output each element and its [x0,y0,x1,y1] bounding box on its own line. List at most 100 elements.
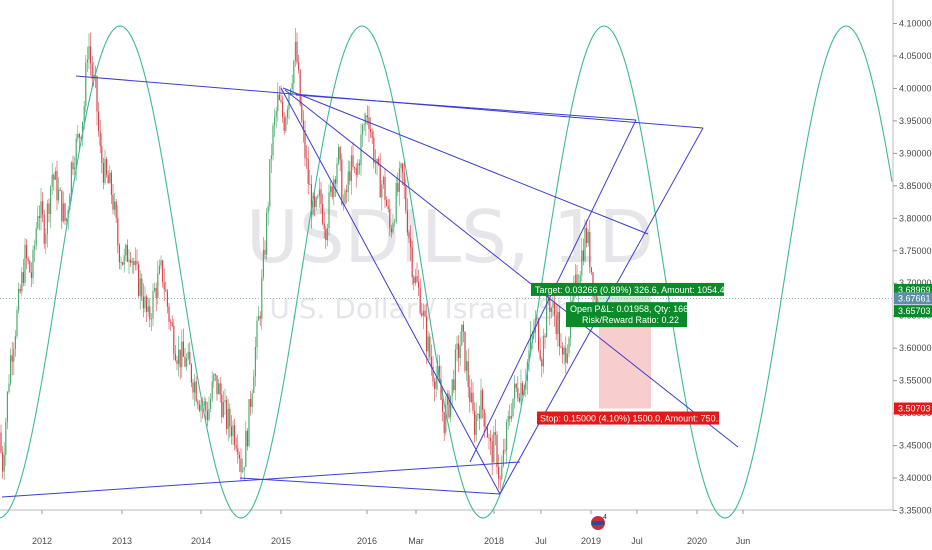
candle-body [264,249,266,255]
candle-body [462,324,464,332]
candle-body [83,106,85,122]
x-tick-label: 2012 [32,536,52,546]
candle-body [173,325,175,354]
candle-body [562,347,564,355]
candle-body [554,302,556,316]
candle-body [547,295,549,298]
candle-body [454,349,456,391]
candle-body [442,399,444,412]
candle-body [587,232,589,243]
time-axis[interactable]: 2012 2013 2014 2015 2016 Mar 2018 Jul 2019 Jul 202… [32,510,750,546]
candle-body [509,416,511,419]
candle-body [245,430,247,467]
candle-body [446,393,448,405]
sine-wave [0,25,893,519]
stop-label: Stop: 0.15000 (4.10%) 1500.0, Amount: 75… [537,411,723,425]
candle-body [138,264,140,296]
candle-body [498,466,500,479]
candle-body [98,111,100,132]
candle-body [237,448,239,455]
x-tick-label: Jul [631,536,643,546]
candle-body [118,245,120,263]
candle-body [312,196,314,215]
candle-body [288,93,290,110]
candle-body [400,163,402,169]
candle-body [347,171,349,192]
candle-body [520,383,522,402]
x-tick-label: 2016 [357,536,377,546]
candle-body [150,318,152,320]
candle-body [474,410,476,435]
candle-body [330,186,332,193]
candle-body [299,69,301,105]
candle-body [123,255,125,265]
flag-icon[interactable]: 4 [591,514,607,530]
y-tick-label: 3.80000 [899,213,932,223]
candle-body [459,345,461,358]
candle-body [510,415,512,419]
svg-text:4: 4 [603,514,607,521]
candle-body [70,162,72,196]
candle-body [13,348,15,362]
y-tick-label: 3.85000 [899,181,932,191]
candle-body [134,260,136,266]
candle-body [275,111,277,117]
candle-body [131,261,133,263]
candle-body [397,182,399,192]
candle-body [357,163,359,176]
candle-body [440,379,442,400]
price-axis[interactable]: 4.10000 4.05000 4.00000 3.95000 3.90000 3.850… [893,18,932,516]
candle-body [102,162,104,183]
candle-body [254,346,256,377]
candle-body [579,275,581,285]
candle-body [0,432,2,453]
candle-body [8,383,10,392]
y-tick-label: 4.10000 [899,18,932,28]
candle-body [443,411,445,433]
candle-body [552,302,554,308]
candle-body [176,360,178,364]
y-tick-label: 3.45000 [899,441,932,451]
candle-body [128,259,130,262]
candle-body [224,400,226,402]
candle-body [32,250,34,278]
candle-body [50,186,52,214]
candle-body [216,375,218,395]
candle-body [10,355,12,384]
pnl-label-bg [566,302,687,328]
candle-body [266,212,268,255]
candle-body [304,130,306,159]
candle-body [58,189,60,201]
candle-body [18,288,20,311]
candle-body [344,190,346,204]
candle-body [5,422,7,455]
candle-body [386,200,388,206]
y-tick-label: 4.05000 [899,51,932,61]
position-labels: Target: 0.03266 (0.89%) 326.6, Amount: 1… [531,282,730,425]
candle-body [507,416,509,422]
candle-body [453,379,455,391]
candle-body [571,299,573,303]
y-tick-label: 3.40000 [899,473,932,483]
candle-body [298,62,300,70]
risk-reward-text: Risk/Reward Ratio: 0.22 [582,315,679,325]
candle-body [331,186,333,197]
candle-body [29,261,31,273]
candle-body [198,404,200,411]
candle-body [136,260,138,265]
candle-body [560,346,562,348]
y-tick-label: 3.35000 [899,506,932,516]
candle-body [336,163,338,184]
candle-body [77,133,79,139]
candle-body [595,291,597,306]
candle-body [59,189,61,191]
candle-body [558,312,560,347]
candle-body [171,322,173,326]
candle-body [493,432,495,463]
candle-body [144,296,146,309]
candle-body [258,315,260,321]
candle-body [565,347,567,363]
candle-body [470,392,472,403]
candle-body [317,196,319,198]
